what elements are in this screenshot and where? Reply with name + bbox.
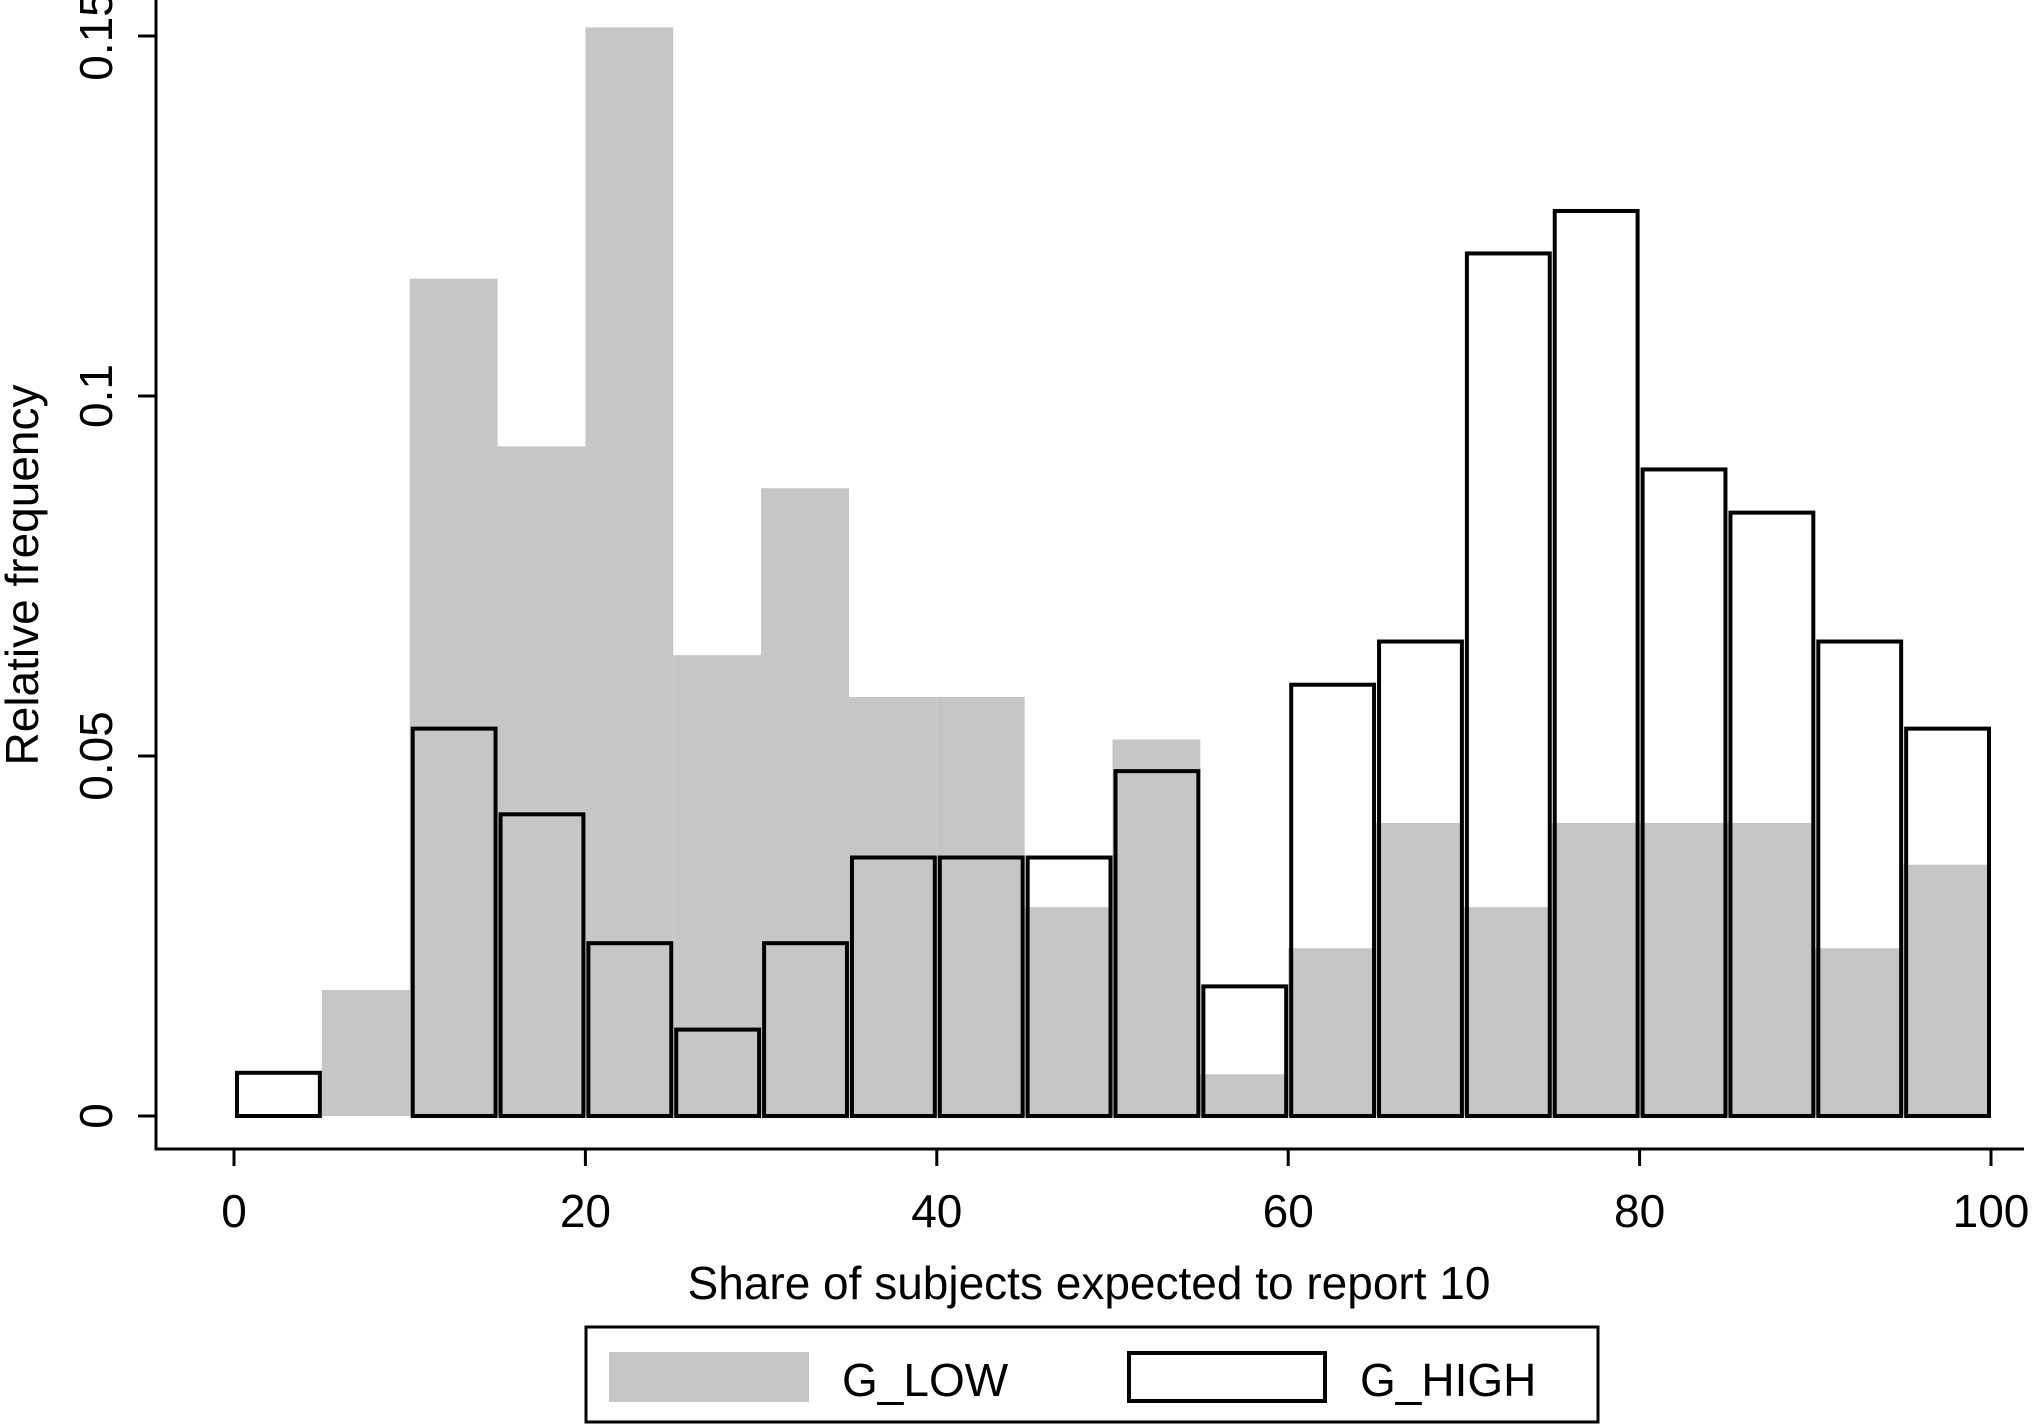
- g-low-bar: [1639, 822, 1728, 1116]
- g-low-bar: [409, 278, 498, 1116]
- legend: G_LOW G_HIGH: [584, 1325, 1600, 1424]
- g-low-bar: [1376, 822, 1464, 1116]
- g-low-bar: [936, 696, 1025, 1116]
- g-high-bar: [498, 812, 586, 1118]
- g-high-bar: [1728, 510, 1816, 1118]
- g-low-bars: [321, 27, 1991, 1117]
- legend-label-g-low: G_LOW: [842, 1354, 1009, 1406]
- g-low-bar: [848, 696, 937, 1116]
- y-tick-label: 0.05: [70, 711, 122, 801]
- x-tick-label: 100: [1953, 1185, 2030, 1237]
- g-high-bar: [1201, 984, 1289, 1119]
- g-low-bar: [1024, 907, 1113, 1116]
- x-tick-label: 40: [911, 1185, 962, 1237]
- y-tick-label: 0: [70, 1103, 122, 1129]
- g-high-bar: [1113, 769, 1201, 1118]
- legend-swatch-g-high: [1127, 1351, 1327, 1403]
- x-tick-label: 20: [560, 1185, 611, 1237]
- g-low-bar: [585, 27, 674, 1117]
- x-tick-label: 0: [221, 1185, 247, 1237]
- g-high-bar: [1025, 855, 1113, 1119]
- g-low-bar: [1463, 907, 1552, 1116]
- g-high-bar: [410, 726, 498, 1118]
- g-high-bar: [1904, 726, 1992, 1118]
- g-low-bar: [321, 990, 410, 1116]
- g-high-bar: [937, 855, 1025, 1119]
- g-high-bars: [235, 208, 1992, 1119]
- g-low-bar: [761, 488, 849, 1116]
- g-high-bar: [1289, 682, 1377, 1118]
- x-tick-label: 60: [1263, 1185, 1314, 1237]
- g-low-bar: [673, 655, 762, 1116]
- g-low-bar: [1727, 822, 1816, 1116]
- g-high-bar: [674, 1027, 762, 1118]
- g-low-bar: [1903, 864, 1991, 1116]
- x-tick-label: 80: [1614, 1185, 1665, 1237]
- g-low-bar: [1112, 739, 1201, 1116]
- g-low-bar: [1815, 948, 1904, 1116]
- g-low-bar: [1200, 1074, 1289, 1116]
- g-high-bar: [235, 1070, 322, 1119]
- x-axis-ticks: 0 20 40 60 80 100: [221, 1149, 2029, 1237]
- legend-swatch-g-low: [609, 1352, 809, 1402]
- y-axis-title: Relative frequency: [0, 385, 48, 766]
- g-high-bar: [1816, 639, 1904, 1119]
- y-tick-label: 0.15: [70, 0, 122, 81]
- y-axis-ticks: 0 0.05 0.1 0.15: [70, 0, 156, 1129]
- g-high-bar: [1640, 467, 1728, 1118]
- g-high-bar: [762, 941, 849, 1119]
- g-high-bar: [1377, 639, 1464, 1119]
- g-low-bar: [497, 446, 586, 1116]
- x-axis-title: Share of subjects expected to report 10: [688, 1257, 1491, 1309]
- g-low-bar: [1551, 822, 1640, 1116]
- g-high-bar: [849, 855, 937, 1119]
- legend-label-g-high: G_HIGH: [1360, 1354, 1536, 1406]
- g-high-bar: [1464, 251, 1552, 1118]
- g-high-bar: [1552, 208, 1640, 1118]
- g-low-bar: [1288, 948, 1377, 1116]
- g-high-bar: [586, 941, 674, 1119]
- y-tick-label: 0.1: [70, 364, 122, 428]
